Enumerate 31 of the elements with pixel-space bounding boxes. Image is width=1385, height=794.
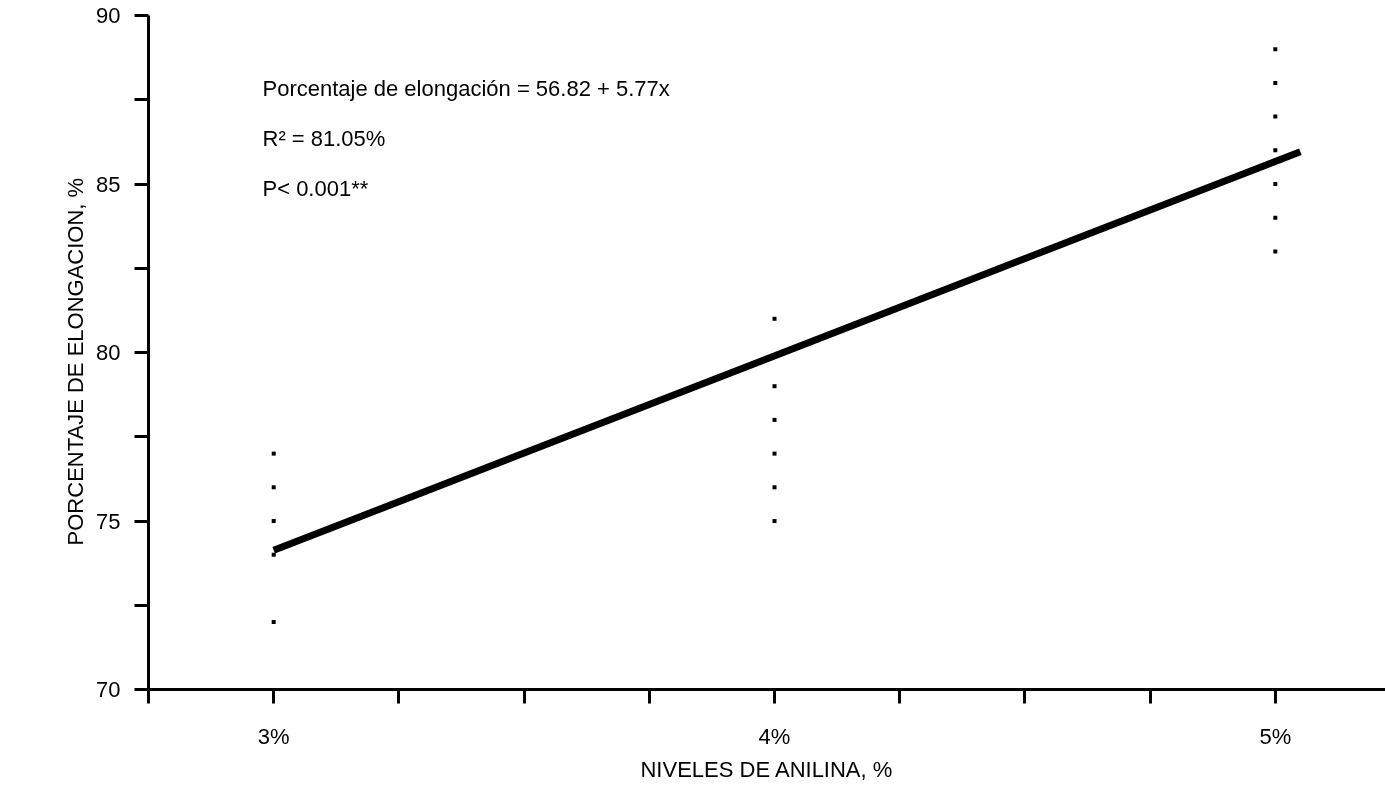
point xyxy=(1273,47,1278,52)
y-axis-title: PORCENTAJE DE ELONGACION, % xyxy=(63,177,89,546)
point xyxy=(1273,148,1278,153)
point xyxy=(1273,114,1278,119)
point xyxy=(271,451,276,456)
y-tick-label: 80 xyxy=(96,340,121,365)
point xyxy=(772,384,777,389)
point xyxy=(271,620,276,625)
point xyxy=(271,519,276,523)
point xyxy=(772,316,777,321)
point xyxy=(772,485,777,490)
point xyxy=(1273,80,1278,85)
x-axis-title: NIVELES DE ANILINA, % xyxy=(640,756,893,782)
x-tick-label: 3% xyxy=(257,723,290,749)
annotation: Porcentaje de elongación = 56.82 + 5.77x xyxy=(262,75,670,101)
y-tick-label: 75 xyxy=(96,508,121,534)
annotation: P< 0.001** xyxy=(262,175,369,201)
point xyxy=(772,519,777,523)
x-tick-label: 5% xyxy=(1259,723,1292,749)
point xyxy=(1273,215,1278,220)
annotation: R² = 81.05% xyxy=(262,125,386,151)
point xyxy=(772,417,777,422)
point xyxy=(1273,249,1278,254)
point xyxy=(271,485,276,490)
y-tick-label: 90 xyxy=(96,3,121,28)
y-tick-label: 70 xyxy=(96,677,121,702)
y-tick-label: 85 xyxy=(96,171,121,197)
point xyxy=(772,451,777,456)
point xyxy=(271,552,276,557)
x-tick-label: 4% xyxy=(758,723,791,749)
point xyxy=(1273,182,1278,186)
